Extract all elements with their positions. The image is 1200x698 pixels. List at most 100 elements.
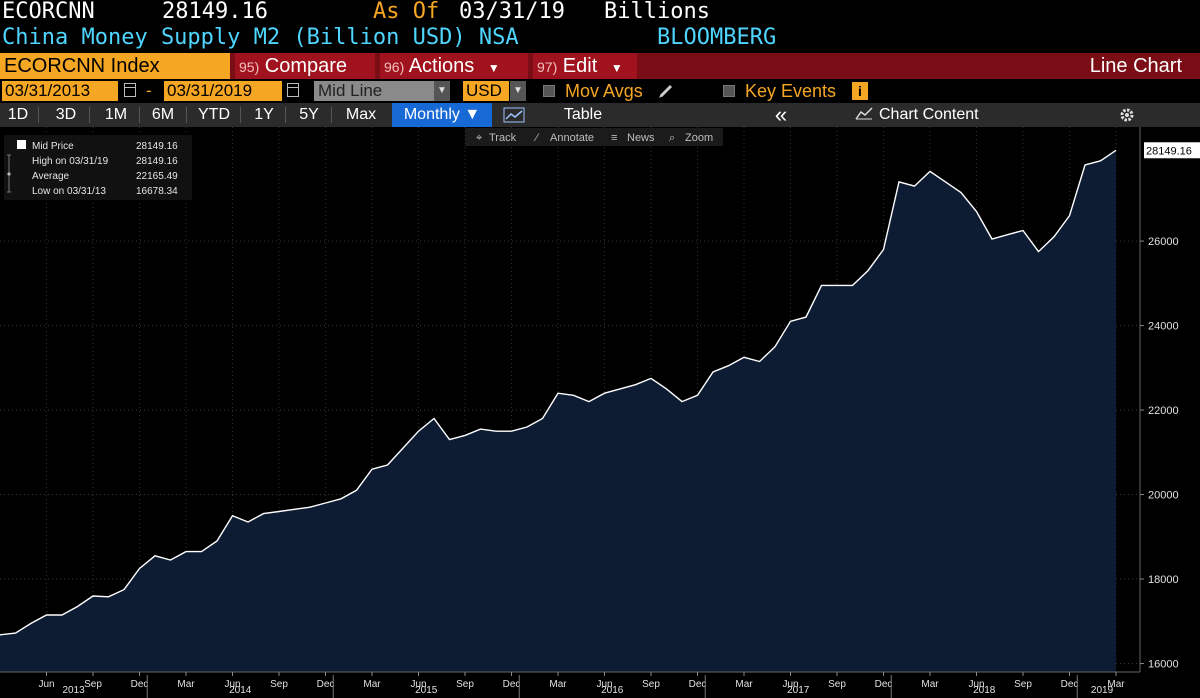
x-tick-label: Dec — [503, 679, 521, 690]
range-bar: 1D 3D 1M 6M YTD 1Y 5Y Max Monthly ▼ Tabl… — [0, 103, 1200, 127]
calendar-icon[interactable] — [124, 83, 136, 97]
actions-label: Actions — [408, 55, 475, 77]
gear-icon-glyph — [1120, 108, 1134, 122]
security-description: China Money Supply M2 (Billion USD) NSA — [2, 25, 519, 50]
x-year-label: 2015 — [415, 685, 438, 696]
start-date-field[interactable]: 03/31/2013 — [2, 81, 118, 101]
last-value-label: 28149.16 — [1146, 145, 1192, 157]
x-tick-label: Jun — [410, 679, 426, 690]
range-button-max[interactable]: Max — [345, 106, 377, 123]
series-area — [0, 150, 1116, 673]
compare-button[interactable]: 95) Compare — [235, 53, 375, 79]
x-tick-label: Mar — [1107, 679, 1125, 690]
pencil-icon[interactable] — [658, 83, 674, 99]
compare-label: Compare — [264, 55, 348, 77]
price-type-select[interactable]: Mid Line — [314, 81, 434, 101]
info-icon[interactable]: i — [852, 82, 868, 100]
range-button-1d[interactable]: 1D — [7, 106, 29, 123]
separator — [331, 107, 332, 123]
units-label: Billions — [604, 0, 710, 24]
separator — [186, 107, 187, 123]
y-tick-label: 26000 — [1148, 236, 1179, 248]
x-tick-label: Dec — [689, 679, 707, 690]
line-chart-icon-glyph — [503, 107, 525, 123]
range-button-3d[interactable]: 3D — [55, 106, 77, 123]
range-button-5y[interactable]: 5Y — [299, 106, 319, 123]
last-value-box — [1144, 142, 1200, 159]
y-tick-label: 24000 — [1148, 321, 1179, 333]
x-tick-label: Jun — [596, 679, 612, 690]
line-chart[interactable]: ⌖ Track ⁄ Annotate ≡ News ⌕ Zoom Mid Pri… — [0, 127, 1200, 698]
x-tick-label: Sep — [270, 679, 288, 690]
legend-label: Average — [32, 171, 70, 182]
x-tick-label: Sep — [828, 679, 846, 690]
legend-average-marker — [7, 172, 11, 176]
news-button[interactable]: ≡ News — [611, 132, 655, 144]
table-button[interactable]: Table — [563, 106, 603, 123]
last-value-marker: 28149.16 — [1144, 142, 1200, 159]
zoom-button[interactable]: ⌕ Zoom — [669, 132, 713, 144]
as-of-label: As Of — [373, 0, 440, 24]
mov-avgs-label[interactable]: Mov Avgs — [565, 81, 643, 101]
frequency-select[interactable]: Monthly ▼ — [392, 103, 492, 127]
key-events-checkbox[interactable] — [723, 85, 735, 97]
news-label: News — [627, 132, 655, 144]
key-events-label[interactable]: Key Events — [745, 81, 837, 101]
legend-value: 16678.34 — [136, 186, 178, 197]
edit-caret-icon: ▼ — [610, 61, 623, 75]
x-tick-label: Mar — [363, 679, 381, 690]
y-axis-panel — [1140, 127, 1200, 672]
y-tick-label: 22000 — [1148, 405, 1179, 417]
last-value: 28149.16 — [162, 0, 268, 24]
actions-button[interactable]: 96) Actions ▼ — [380, 53, 528, 79]
actions-number: 96) — [384, 59, 405, 75]
ticker-code: ECORCNN — [2, 0, 95, 24]
collapse-icon[interactable]: « — [774, 102, 788, 127]
line-chart-icon[interactable] — [497, 103, 531, 127]
x-tick-label: Dec — [1061, 679, 1079, 690]
settings-row: 03/31/2013 - 03/31/2019 Mid Line ▼ USD ▼… — [0, 80, 1200, 102]
legend: Mid Price 28149.16 High on 03/31/19 2814… — [4, 135, 192, 200]
chart-content-label: Chart Content — [879, 106, 979, 123]
range-button-1y[interactable]: 1Y — [254, 106, 274, 123]
range-button-6m[interactable]: 6M — [151, 106, 175, 123]
x-year-label: 2018 — [973, 685, 996, 696]
y-tick-label: 16000 — [1148, 659, 1179, 671]
edit-button[interactable]: 97) Edit ▼ — [533, 53, 637, 79]
separator — [38, 107, 39, 123]
data-source: BLOOMBERG — [657, 25, 777, 50]
chevron-down-icon[interactable]: ▼ — [510, 81, 526, 101]
range-button-ytd[interactable]: YTD — [198, 106, 230, 123]
legend-value: 22165.49 — [136, 171, 178, 182]
x-year-label: 2014 — [229, 685, 252, 696]
range-button-1m[interactable]: 1M — [104, 106, 128, 123]
legend-box — [4, 135, 192, 200]
x-tick-label: Sep — [84, 679, 102, 690]
crosshair-icon: ⌖ — [476, 132, 482, 144]
x-tick-label: Dec — [317, 679, 335, 690]
chevron-down-icon[interactable]: ▼ — [434, 81, 450, 101]
x-tick-label: Mar — [921, 679, 939, 690]
track-button[interactable]: ⌖ Track — [476, 132, 517, 144]
annotate-button[interactable]: ⁄ Annotate — [533, 132, 594, 144]
x-tick-label: Sep — [1014, 679, 1032, 690]
end-date-field[interactable]: 03/31/2019 — [164, 81, 282, 101]
news-icon: ≡ — [611, 132, 617, 144]
legend-label: Low on 03/31/13 — [32, 186, 106, 197]
calendar-icon[interactable] — [287, 83, 299, 97]
security-field[interactable]: ECORCNN Index — [0, 53, 230, 79]
mov-avgs-checkbox[interactable] — [543, 85, 555, 97]
x-year-label: 2017 — [787, 685, 810, 696]
currency-select[interactable]: USD — [463, 81, 509, 101]
gear-icon[interactable] — [1112, 103, 1142, 127]
date-dash: - — [146, 81, 152, 100]
x-tick-label: Jun — [782, 679, 798, 690]
x-tick-label: Mar — [549, 679, 567, 690]
y-axis-ticks: 16000 18000 20000 22000 24000 26000 — [1140, 236, 1179, 671]
x-tick-label: Sep — [642, 679, 660, 690]
chart-content-button[interactable]: Chart Content — [855, 103, 1015, 127]
x-tick-label: Mar — [735, 679, 753, 690]
x-tick-label: Sep — [456, 679, 474, 690]
compare-number: 95) — [239, 59, 260, 75]
legend-value: 28149.16 — [136, 156, 178, 167]
